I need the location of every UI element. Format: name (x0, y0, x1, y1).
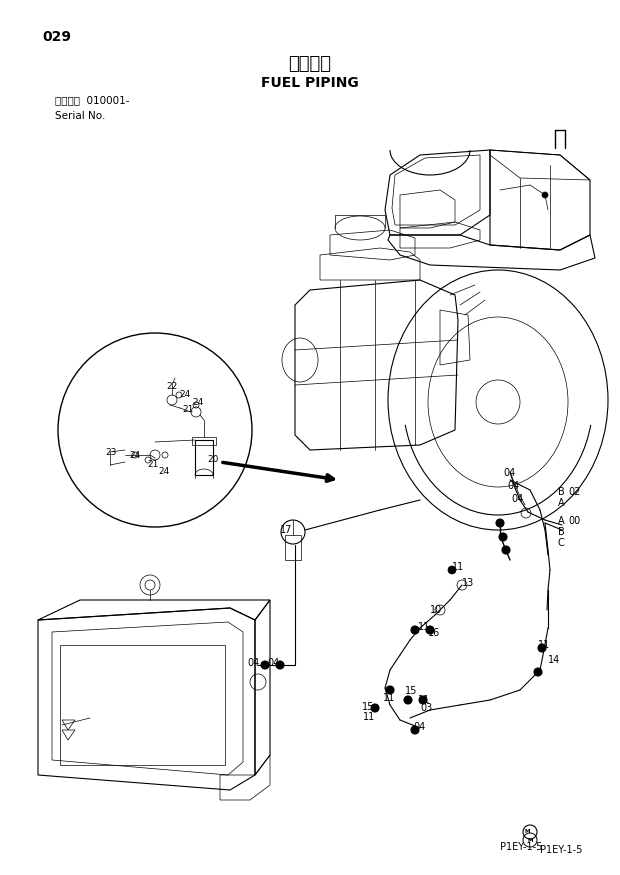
Text: C: C (558, 538, 565, 548)
Circle shape (419, 696, 427, 704)
Circle shape (411, 626, 419, 634)
Text: 11: 11 (418, 695, 430, 705)
Text: 10: 10 (430, 605, 442, 615)
Text: 24: 24 (192, 398, 203, 407)
Text: 24: 24 (129, 451, 140, 460)
Text: 16: 16 (428, 628, 440, 638)
Text: 04: 04 (267, 658, 279, 668)
Text: P1EY-1-5: P1EY-1-5 (540, 845, 582, 855)
Text: 04: 04 (511, 494, 523, 504)
Text: 14: 14 (548, 655, 560, 665)
Text: FUEL PIPING: FUEL PIPING (261, 76, 359, 90)
Circle shape (411, 726, 419, 734)
Text: 029: 029 (42, 30, 71, 44)
Text: 00: 00 (568, 516, 580, 526)
Text: 04: 04 (413, 722, 425, 732)
Circle shape (386, 686, 394, 694)
Circle shape (502, 546, 510, 554)
Text: 17: 17 (280, 525, 293, 535)
Text: 11: 11 (363, 712, 375, 722)
Circle shape (448, 566, 456, 574)
Text: 21: 21 (182, 405, 193, 414)
Text: 24: 24 (179, 390, 190, 399)
Text: 02: 02 (568, 487, 580, 497)
Circle shape (534, 668, 542, 676)
Circle shape (261, 661, 269, 669)
Text: 04: 04 (503, 468, 515, 478)
Circle shape (496, 519, 504, 527)
Text: Serial No.: Serial No. (55, 111, 105, 121)
Text: 22: 22 (166, 382, 177, 391)
Circle shape (426, 626, 434, 634)
Circle shape (371, 704, 379, 712)
Text: A: A (558, 498, 565, 508)
Text: 04: 04 (247, 658, 259, 668)
Text: B: B (558, 487, 565, 497)
Bar (60, 645, 225, 765)
Circle shape (542, 192, 548, 198)
Text: 24: 24 (158, 467, 169, 476)
Circle shape (538, 644, 546, 652)
Bar (195, 440, 213, 475)
Text: 03: 03 (420, 703, 432, 713)
Text: 11: 11 (538, 640, 551, 650)
Text: 13: 13 (462, 578, 474, 588)
Text: A: A (558, 516, 565, 526)
Text: M: M (525, 829, 529, 834)
Text: P1EY-1-5: P1EY-1-5 (500, 842, 542, 852)
Circle shape (404, 696, 412, 704)
Text: 11: 11 (418, 622, 430, 632)
Bar (192, 437, 216, 445)
Circle shape (499, 533, 507, 541)
Text: 15: 15 (362, 702, 374, 712)
Text: 適用号機  010001-: 適用号機 010001- (55, 95, 130, 105)
Text: M: M (527, 837, 533, 843)
Text: 15: 15 (405, 686, 417, 696)
Text: 23: 23 (105, 448, 117, 457)
Circle shape (276, 661, 284, 669)
Text: 11: 11 (452, 562, 464, 572)
Text: 04: 04 (507, 481, 520, 491)
Bar (285, 535, 301, 560)
Text: 燃料配管: 燃料配管 (288, 55, 332, 73)
Text: 20: 20 (207, 455, 218, 464)
Text: B: B (558, 527, 565, 537)
Text: 21: 21 (147, 460, 158, 469)
Text: 11: 11 (383, 693, 396, 703)
